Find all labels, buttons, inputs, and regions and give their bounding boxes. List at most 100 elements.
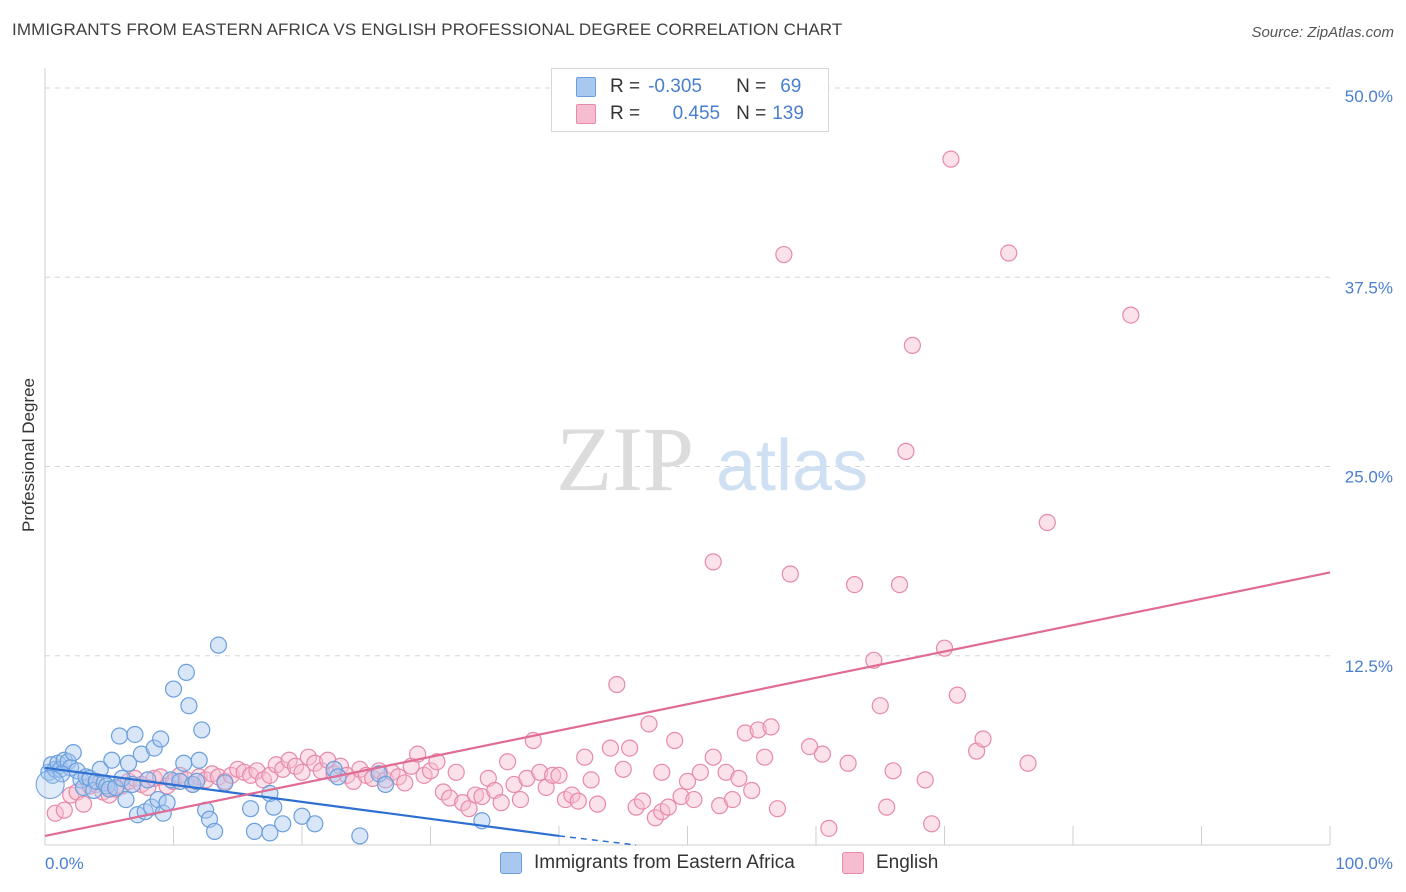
point-english (633, 792, 652, 810)
point-english (646, 809, 664, 827)
point-english (685, 790, 703, 809)
point-english (755, 748, 774, 766)
point-english (601, 739, 620, 757)
point-eastern-africa (126, 725, 144, 744)
point-english (781, 565, 799, 583)
point-english (800, 737, 819, 756)
legend-swatch-blue (576, 77, 596, 97)
point-english (666, 731, 684, 750)
series-swatch-blue (500, 852, 522, 874)
point-english (46, 804, 64, 822)
legend-r-value: -0.305 (648, 76, 702, 97)
point-eastern-africa (209, 636, 228, 654)
point-english (608, 675, 626, 694)
point-eastern-africa (117, 790, 135, 809)
point-english (878, 798, 896, 816)
point-english (768, 800, 787, 818)
point-english (550, 766, 568, 784)
y-tick-label: 37.5% (1345, 278, 1393, 297)
gridlines (45, 87, 1335, 657)
point-english (466, 786, 485, 804)
series-legend: Immigrants from Eastern Africa English (0, 852, 1406, 878)
point-english (653, 763, 671, 781)
point-english (447, 763, 465, 781)
point-eastern-africa (152, 730, 170, 748)
point-english (499, 753, 517, 771)
point-english (903, 336, 921, 354)
point-eastern-africa (164, 680, 183, 698)
legend-n-label: N = (736, 103, 767, 124)
point-english (820, 819, 838, 837)
x-tick-label: 0.0% (45, 854, 84, 873)
point-english (55, 801, 73, 819)
point-english (678, 772, 697, 791)
point-eastern-africa (265, 798, 283, 816)
point-english (775, 245, 793, 264)
point-english (890, 575, 909, 594)
point-english (74, 795, 93, 813)
point-english (454, 794, 472, 812)
point-english (1122, 306, 1140, 324)
point-english (948, 686, 966, 704)
point-english (441, 789, 459, 807)
point-english (511, 790, 530, 809)
point-english (723, 790, 742, 809)
point-eastern-africa (100, 780, 118, 798)
point-english (543, 766, 562, 784)
point-eastern-africa (180, 697, 198, 715)
watermark-zip: ZIP (556, 408, 694, 510)
point-english (974, 730, 992, 748)
point-eastern-africa (119, 754, 138, 772)
legend-r-value: 0.455 (672, 103, 721, 124)
point-eastern-africa (107, 778, 125, 797)
tick-labels: 12.5% 25.0% 37.5% 50.0% 0.0% 100.0% (45, 87, 1393, 873)
point-english (421, 762, 440, 780)
y-tick-label: 25.0% (1345, 468, 1393, 487)
point-english (704, 553, 722, 571)
series-swatch-pink (842, 852, 864, 874)
point-english (1019, 754, 1037, 772)
point-eastern-africa (145, 739, 163, 757)
series-legend-label: English (876, 852, 939, 873)
point-english (582, 771, 600, 789)
data-points (35, 102, 1140, 845)
x-tick-label: 100.0% (1335, 854, 1393, 873)
trend-lines (44, 571, 1331, 846)
chart-title: IMMIGRANTS FROM EASTERN AFRICA VS ENGLIS… (12, 20, 843, 39)
point-english (428, 753, 446, 771)
point-english (916, 771, 934, 789)
trend-line-eastern-africa-extension (558, 835, 637, 846)
point-english (280, 751, 298, 769)
point-english (576, 748, 594, 766)
point-english (704, 748, 722, 766)
y-tick-label: 50.0% (1345, 87, 1393, 106)
point-english (293, 763, 311, 781)
point-english (152, 768, 170, 786)
watermark-atlas: atlas (716, 426, 868, 506)
point-english (621, 739, 639, 757)
legend-row-pink: R = 0.455 N = 139 (576, 103, 804, 125)
point-eastern-africa (177, 663, 195, 682)
point-eastern-africa (370, 765, 388, 783)
point-english (248, 762, 266, 780)
point-eastern-africa (242, 800, 260, 818)
trend-line-eastern-africa (44, 766, 560, 838)
point-english (839, 754, 857, 772)
series-legend-item-blue: Immigrants from Eastern Africa (500, 852, 795, 874)
legend-row-blue: R = -0.305 N = 69 (576, 76, 801, 98)
point-eastern-africa (188, 772, 206, 791)
watermark: ZIP atlas (556, 408, 868, 510)
point-english (871, 697, 889, 715)
series-legend-item-pink: English (842, 852, 938, 874)
legend-swatch-pink (576, 104, 596, 124)
point-english (1000, 244, 1018, 262)
point-eastern-africa (274, 815, 292, 833)
point-english (691, 763, 709, 781)
point-eastern-africa (175, 754, 193, 772)
point-eastern-africa-cluster (35, 769, 65, 799)
point-eastern-africa (306, 815, 324, 833)
legend-n-value: 139 (772, 103, 804, 124)
source-label: Source: ZipAtlas.com (1251, 24, 1394, 41)
point-eastern-africa (64, 744, 82, 762)
point-eastern-africa (190, 751, 208, 769)
